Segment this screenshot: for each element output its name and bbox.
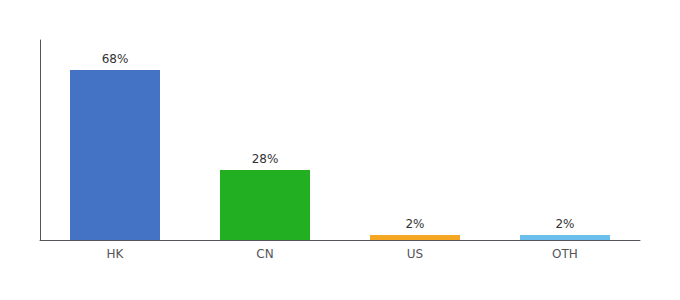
svg-text:28%: 28% — [252, 152, 279, 166]
svg-text:OTH: OTH — [552, 247, 578, 261]
svg-text:68%: 68% — [102, 52, 129, 66]
svg-text:HK: HK — [107, 247, 125, 261]
svg-text:2%: 2% — [405, 217, 424, 231]
svg-text:CN: CN — [256, 247, 273, 261]
svg-text:US: US — [407, 247, 423, 261]
svg-text:2%: 2% — [555, 217, 574, 231]
